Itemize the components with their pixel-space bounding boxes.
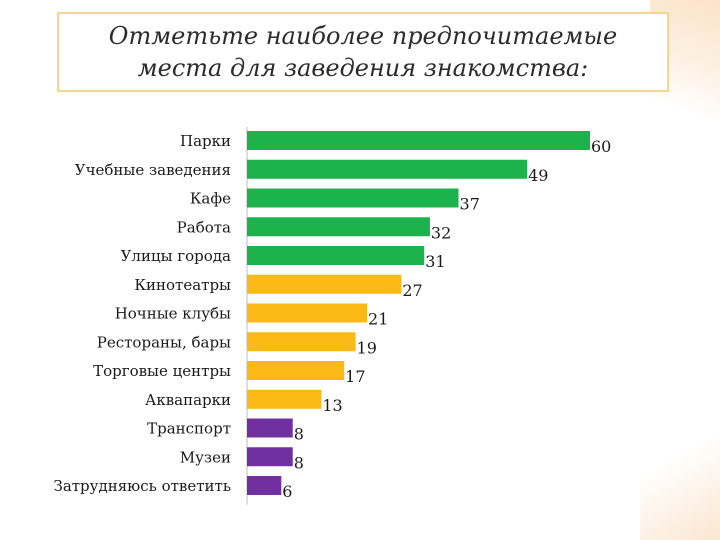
category-label: Кинотеатры [134,276,231,294]
category-label: Рестораны, бары [97,333,231,351]
bar [247,217,430,237]
bar [247,389,322,409]
bar [247,447,293,467]
category-label: Ночные клубы [115,305,231,323]
value-label: 37 [460,195,480,214]
bar [247,418,293,438]
chart-title: Отметьте наиболее предпочитаемые места д… [108,22,618,82]
value-label: 21 [368,310,388,329]
bar [247,361,345,380]
value-label: 6 [282,482,292,501]
bar [247,188,459,208]
value-label: 49 [528,166,548,185]
value-label: 60 [591,137,611,156]
value-label: 8 [294,453,304,472]
category-label: Улицы города [121,247,231,265]
value-label: 32 [431,223,451,242]
bar [247,303,368,323]
category-label: Торговые центры [93,362,231,380]
category-label: Музеи [180,448,231,466]
category-label: Работа [177,218,231,236]
bar [247,332,356,352]
bar [247,274,402,294]
category-label: Парки [180,132,231,150]
title-box: Отметьте наиболее предпочитаемые места д… [57,12,669,92]
bar [247,131,590,150]
value-label: 27 [402,281,422,300]
bar [247,159,528,179]
category-label: Транспорт [147,420,231,438]
value-label: 31 [425,252,445,271]
category-label: Аквапарки [145,391,231,409]
bar [247,476,282,495]
category-label: Кафе [190,190,231,208]
value-label: 17 [345,367,365,386]
bar [247,246,425,265]
value-label: 19 [357,338,377,357]
corner-decoration-bottom [640,430,720,540]
value-label: 8 [294,425,304,444]
value-label: 13 [322,396,342,415]
category-label: Затрудняюсь ответить [53,477,231,495]
category-label: Учебные заведения [75,161,231,179]
